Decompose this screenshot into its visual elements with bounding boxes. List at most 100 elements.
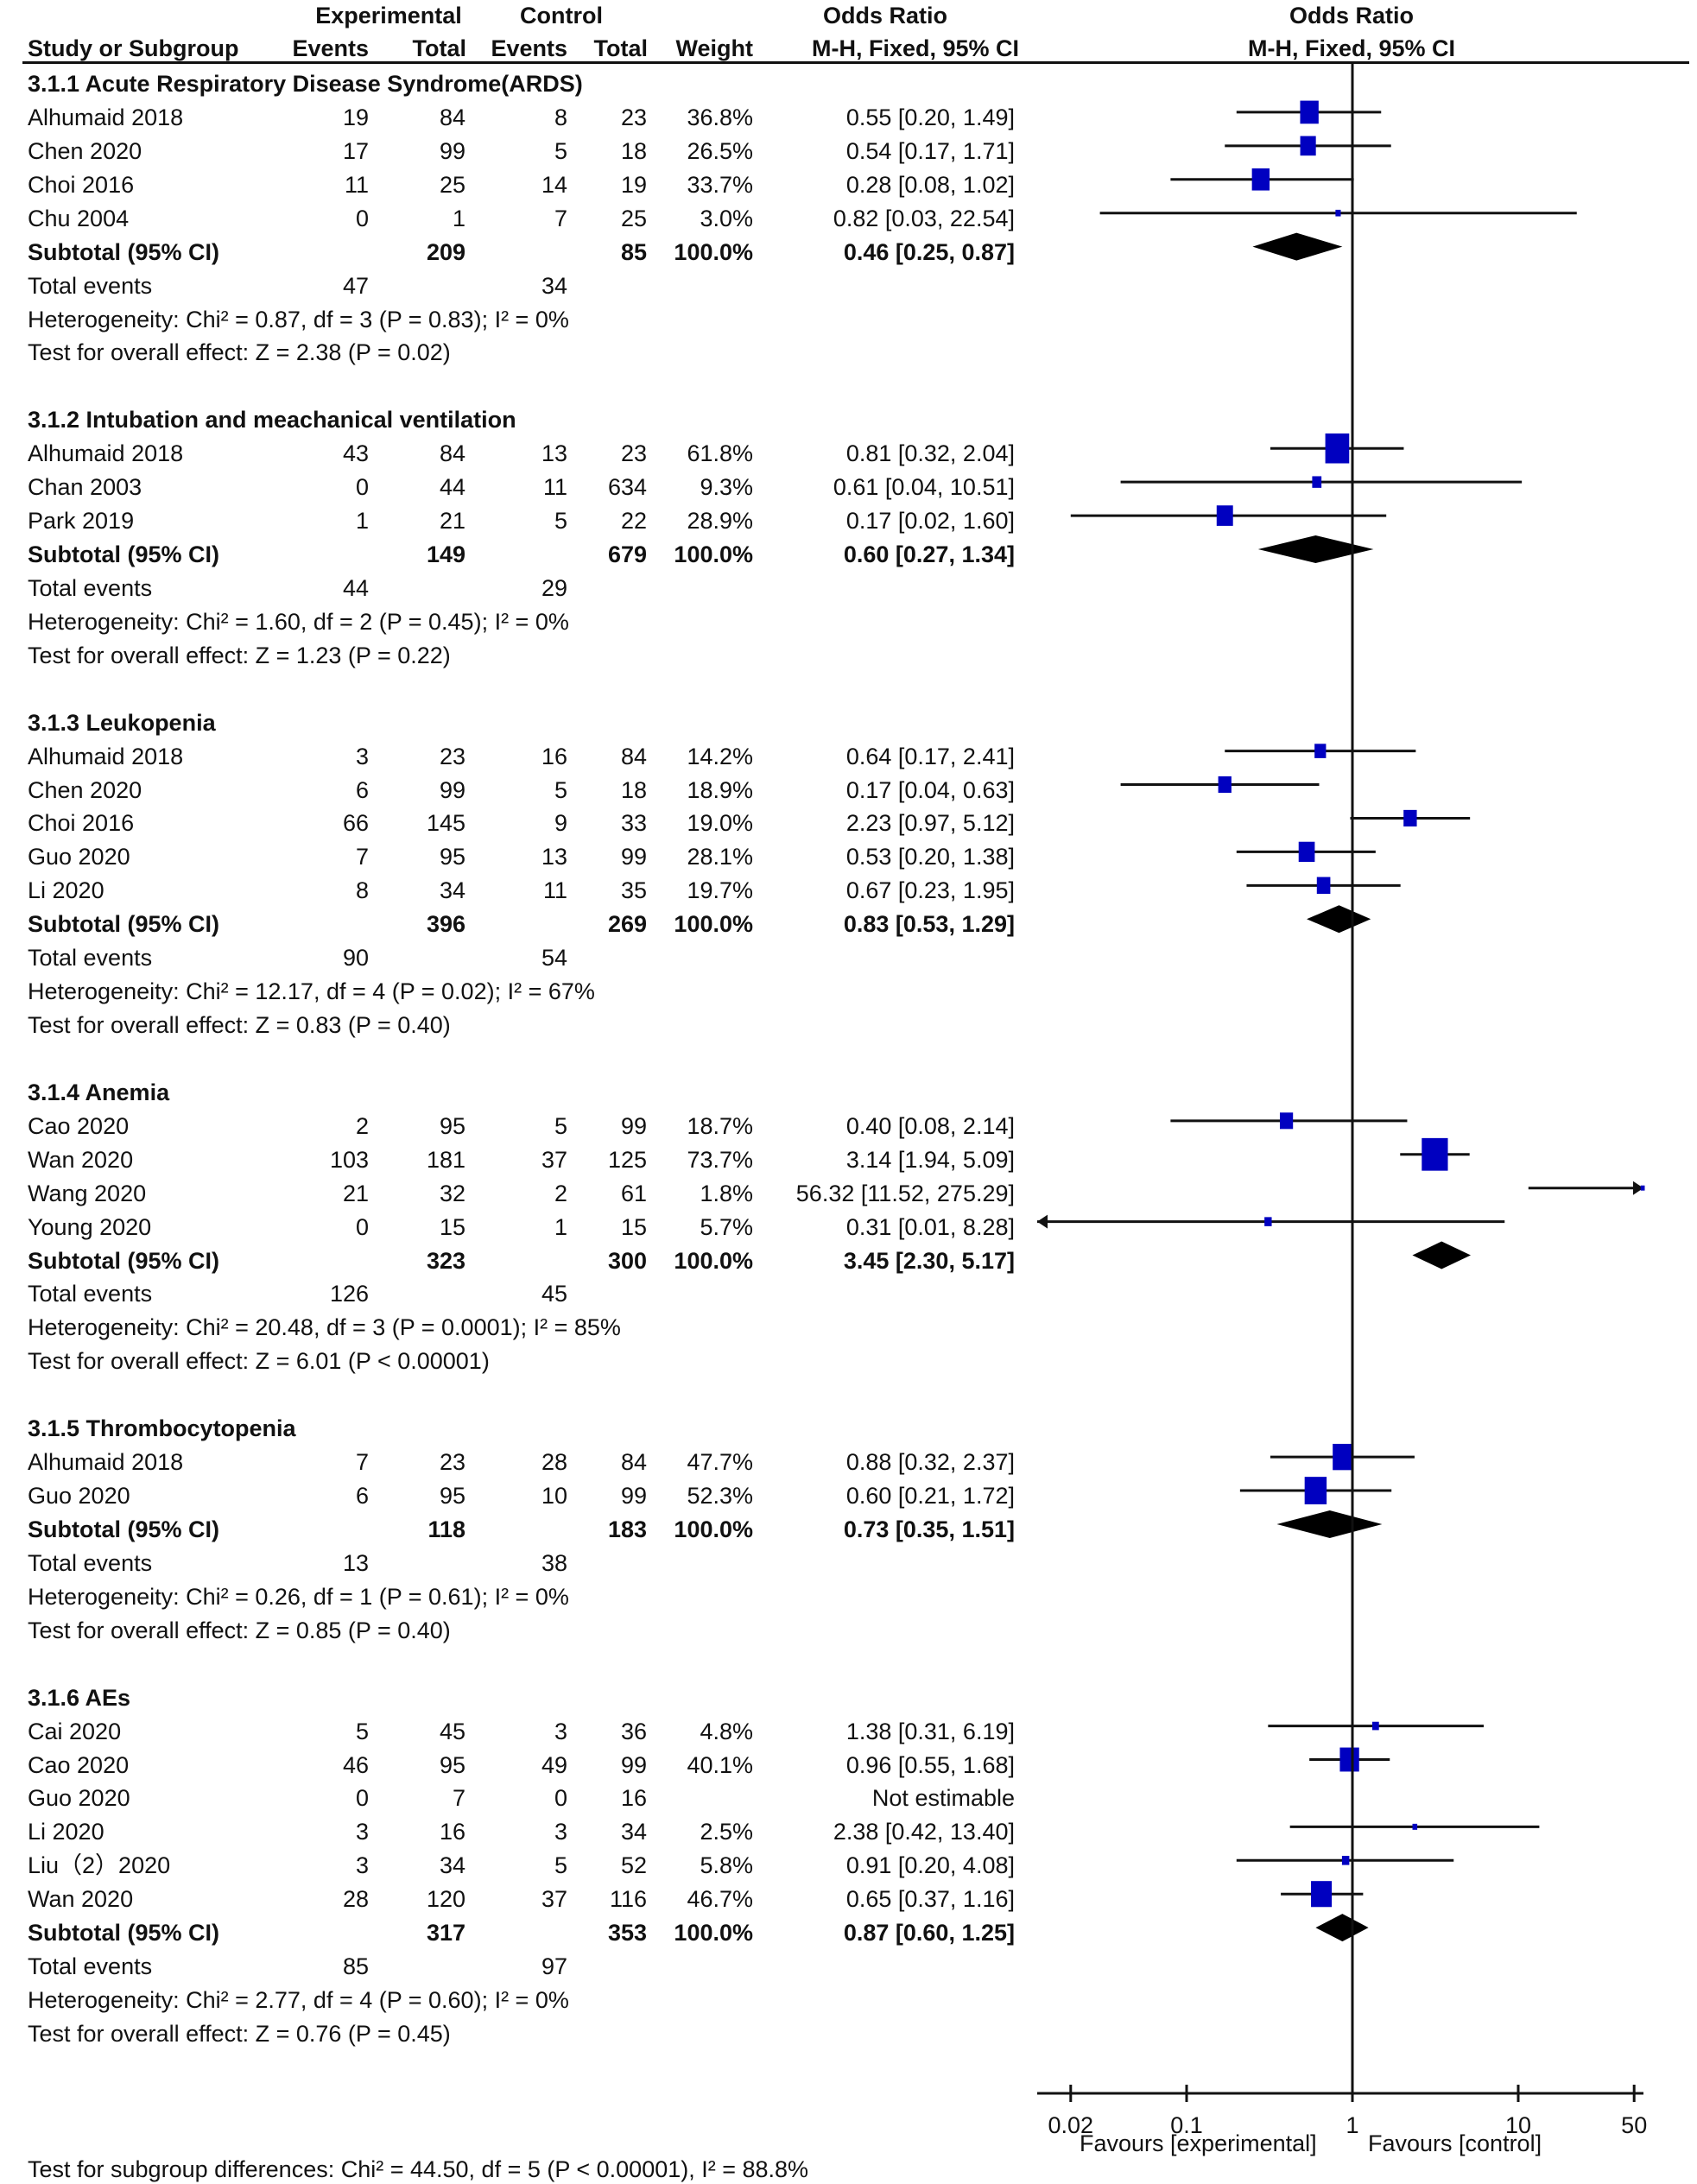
ctl-total-cell: 634: [607, 474, 647, 501]
study-name: Alhumaid 2018: [28, 440, 184, 467]
total-events-exp: 13: [342, 1549, 369, 1576]
heterogeneity-text: Heterogeneity: Chi² = 2.77, df = 4 (P = …: [28, 1987, 569, 2013]
ctl-total-cell: 19: [620, 171, 647, 198]
exp-events-cell: 19: [342, 104, 369, 130]
or-column-title: Odds Ratio: [822, 3, 947, 28]
weight-cell: 5.8%: [700, 1852, 753, 1879]
subtotal-diamond: [1276, 1510, 1383, 1538]
ctl-events-cell: 10: [541, 1483, 567, 1510]
study-name: Alhumaid 2018: [28, 104, 184, 130]
study-column-header: Study or Subgroup: [28, 35, 239, 61]
favours-control-label: Favours [control]: [1368, 2130, 1542, 2156]
subtotal-label: Subtotal (95% CI): [28, 1516, 220, 1542]
exp-total-cell: 95: [439, 1751, 465, 1778]
ctl-total-cell: 18: [620, 776, 647, 803]
weight-cell: 1.8%: [700, 1180, 753, 1206]
subtotal-exp-total: 149: [426, 541, 465, 568]
ctl-events-cell: 11: [542, 877, 567, 904]
exp-total-cell: 23: [439, 1449, 465, 1476]
weight-cell: 47.7%: [687, 1449, 753, 1476]
ctl-total-cell: 61: [620, 1180, 647, 1206]
ctl-total-cell: 99: [620, 844, 647, 870]
weight-cell: 28.9%: [687, 508, 753, 535]
subtotal-diamond: [1252, 232, 1343, 261]
exp-total-cell: 95: [439, 1112, 465, 1139]
odds-ratio-cell: 0.55 [0.20, 1.49]: [845, 104, 1015, 130]
weight-header: Weight: [675, 35, 754, 61]
subtotal-weight: 100.0%: [674, 238, 753, 265]
ctl-events-cell: 0: [554, 1785, 567, 1812]
exp-events-cell: 5: [355, 1718, 369, 1744]
ctl-total-cell: 23: [620, 104, 647, 130]
exp-events-cell: 3: [355, 743, 369, 769]
odds-ratio-cell: 0.65 [0.37, 1.16]: [845, 1886, 1015, 1913]
ctl-events-cell: 7: [554, 205, 567, 231]
ctl-total-cell: 116: [609, 1886, 647, 1913]
total-events-ctl: 34: [541, 272, 567, 299]
subtotal-ctl-total: 300: [607, 1247, 647, 1274]
exp-events-cell: 43: [342, 440, 369, 467]
ctl-events-cell: 3: [554, 1819, 567, 1845]
subtotal-diamond: [1257, 535, 1374, 564]
odds-ratio-cell: 0.17 [0.02, 1.60]: [845, 508, 1015, 535]
total-events-label: Total events: [28, 1281, 153, 1307]
exp-total-cell: 32: [439, 1180, 465, 1206]
weight-cell: 18.7%: [687, 1112, 753, 1139]
study-name: Guo 2020: [28, 1483, 130, 1510]
study-name: Liu（2）2020: [28, 1852, 171, 1879]
exp-total-cell: 45: [439, 1718, 465, 1744]
heterogeneity-text: Heterogeneity: Chi² = 20.48, df = 3 (P =…: [28, 1314, 621, 1341]
overall-effect-text: Test for overall effect: Z = 0.76 (P = 0…: [28, 2020, 451, 2047]
total-events-label: Total events: [28, 945, 153, 972]
study-name: Chan 2003: [28, 474, 142, 501]
total-events-ctl: 97: [541, 1953, 567, 1980]
exp-events-cell: 8: [355, 877, 369, 904]
exp-total-cell: 99: [439, 776, 465, 803]
control-group-header: Control: [520, 3, 603, 28]
weight-cell: 52.3%: [687, 1483, 753, 1510]
exp-total-cell: 34: [439, 877, 465, 904]
exp-events-cell: 2: [355, 1112, 369, 1139]
overall-effect-text: Test for overall effect: Z = 0.83 (P = 0…: [28, 1012, 451, 1039]
x-tick-label: 50: [1621, 2112, 1647, 2138]
subtotal-exp-total: 209: [426, 238, 465, 265]
ctl-events-cell: 5: [554, 137, 567, 164]
subtotal-label: Subtotal (95% CI): [28, 541, 220, 568]
weight-cell: 19.7%: [687, 877, 753, 904]
study-marker: [1304, 1477, 1327, 1504]
study-name: Park 2019: [28, 508, 135, 535]
study-marker: [1316, 877, 1331, 895]
study-marker: [1218, 775, 1232, 794]
header-underline: [22, 61, 1689, 64]
exp-events-cell: 66: [342, 810, 369, 837]
subgroup-title: 3.1.2 Intubation and meachanical ventila…: [28, 407, 516, 434]
subtotal-exp-total: 317: [426, 1920, 465, 1947]
ctl-total-cell: 16: [620, 1785, 647, 1812]
subgroup-title: 3.1.1 Acute Respiratory Disease Syndrome…: [28, 71, 583, 97]
odds-ratio-cell: 1.38 [0.31, 6.19]: [845, 1718, 1015, 1744]
study-marker: [1264, 1217, 1272, 1226]
study-name: Cao 2020: [28, 1112, 130, 1139]
ctl-total-cell: 84: [620, 1449, 647, 1476]
subtotal-odds-ratio: 0.73 [0.35, 1.51]: [843, 1516, 1015, 1542]
total-events-label: Total events: [28, 1953, 153, 1980]
total-events-ctl: 45: [541, 1281, 567, 1307]
exp-events-cell: 0: [355, 1785, 369, 1812]
subtotal-weight: 100.0%: [674, 541, 753, 568]
subtotal-weight: 100.0%: [674, 911, 753, 938]
odds-ratio-cell: 0.91 [0.20, 4.08]: [845, 1852, 1015, 1879]
ctl-events-cell: 8: [554, 104, 567, 130]
exp-events-cell: 3: [355, 1852, 369, 1879]
ctl-total-header: Total: [593, 35, 649, 61]
exp-total-cell: 95: [439, 844, 465, 870]
odds-ratio-cell: 0.28 [0.08, 1.02]: [845, 171, 1015, 198]
x-tick-label: 1: [1346, 2112, 1358, 2138]
exp-events-cell: 28: [342, 1886, 369, 1913]
exp-total-cell: 145: [426, 810, 465, 837]
subtotal-ctl-total: 353: [607, 1920, 647, 1947]
weight-cell: 2.5%: [700, 1819, 753, 1845]
weight-cell: 4.8%: [700, 1718, 753, 1744]
odds-ratio-cell: 0.67 [0.23, 1.95]: [845, 877, 1015, 904]
ctl-events-cell: 37: [541, 1886, 567, 1913]
odds-ratio-cell: 2.38 [0.42, 13.40]: [833, 1819, 1015, 1845]
